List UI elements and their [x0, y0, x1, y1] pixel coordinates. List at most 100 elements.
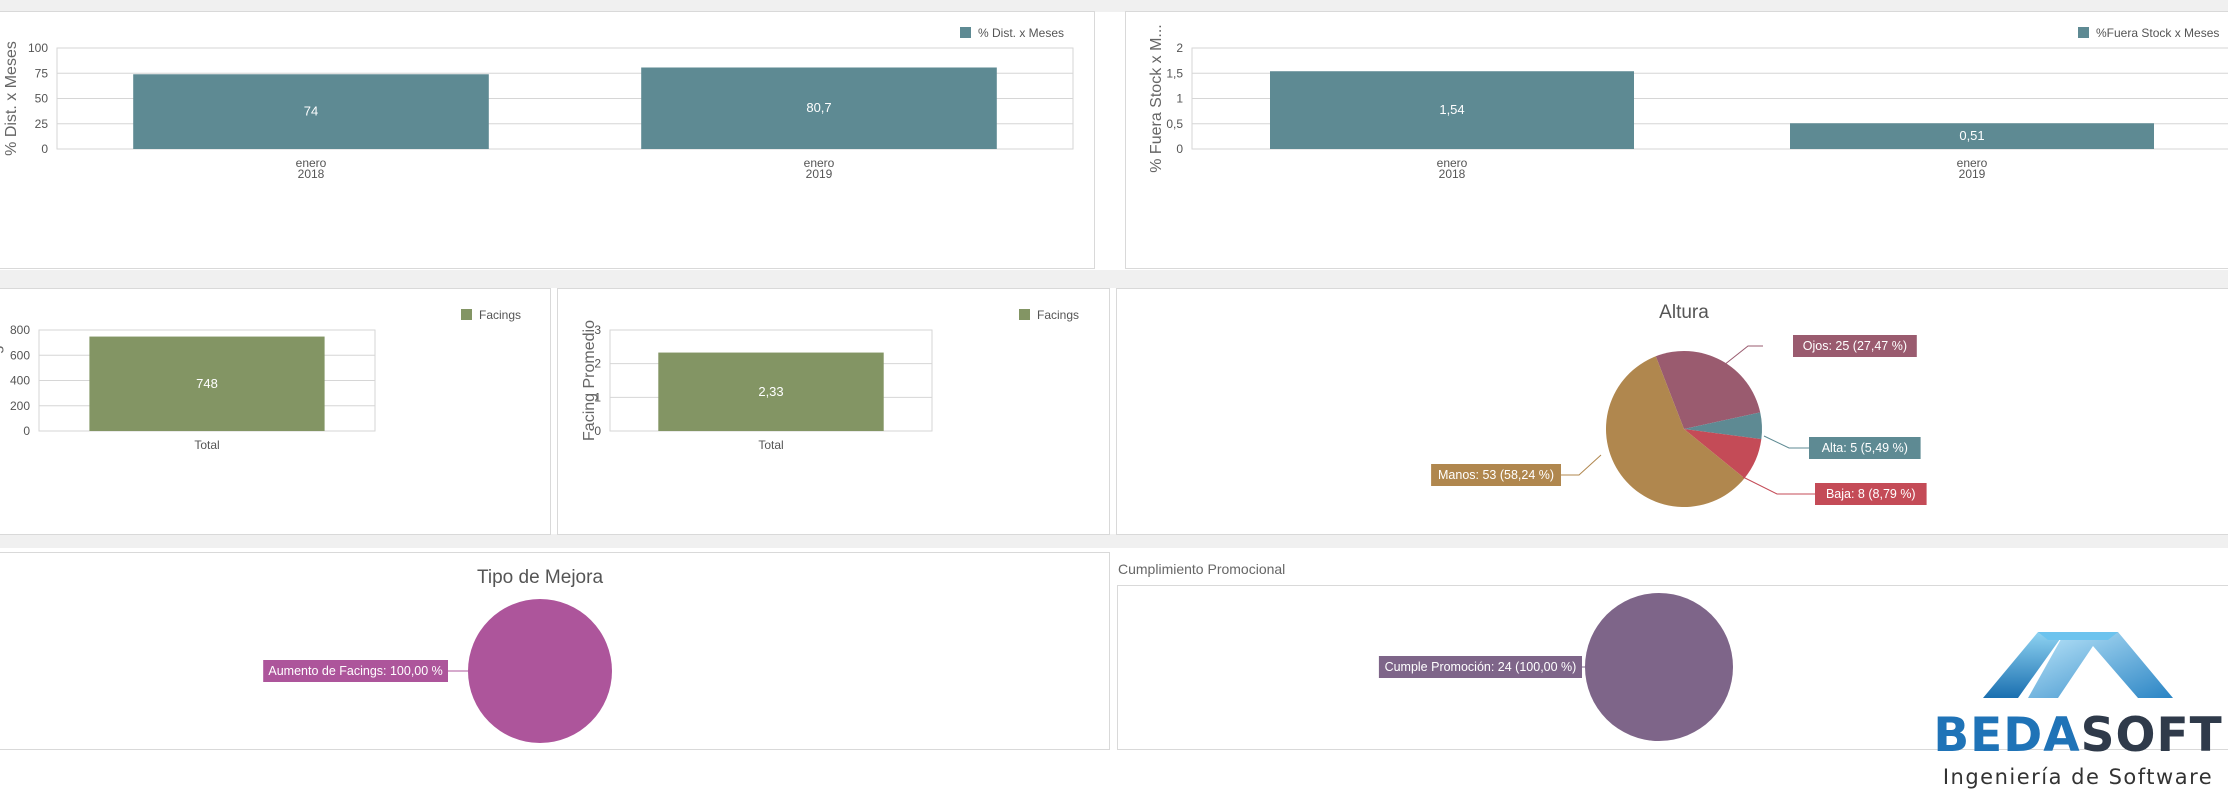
legend-label: % Dist. x Meses [978, 26, 1064, 40]
bar-value-label: 748 [196, 376, 218, 391]
plot-frame [1191, 47, 2228, 150]
y-tick-label: 3 [594, 323, 601, 337]
y-tick-label: 1 [594, 390, 601, 404]
legend-swatch [2078, 27, 2089, 38]
y-tick-label: 50 [35, 92, 49, 106]
promo-section-caption: Cumplimiento Promocional [1118, 561, 1286, 577]
bar-value-label: 74 [304, 104, 318, 119]
plot-frame [56, 47, 1074, 150]
pie-label-box [1815, 483, 1927, 505]
bar-value-label: 1,54 [1439, 102, 1464, 117]
pie-slice [1655, 351, 1761, 429]
y-tick-label: 2 [1176, 41, 1183, 55]
chart-altura: Altura Ojos: 25 (27,47 %) Alta: 5 (5,49 %)… [1431, 302, 1927, 507]
legend-label: Facings [1037, 308, 1079, 322]
chart-facing-prom: 0 1 2 3 2,33 Total Facing Promedio Facings [581, 308, 1079, 452]
pie-slice [1684, 412, 1762, 440]
y-tick-label: 0 [23, 424, 30, 438]
legend-swatch [960, 27, 971, 38]
pie-title: Altura [1659, 302, 1709, 323]
y-tick-label: 200 [10, 399, 30, 413]
pie-leader-line [1763, 435, 1809, 449]
legend-swatch [461, 309, 472, 320]
panel-facing-promedio: 0 1 2 3 2,33 Total Facing Promedio Facings [557, 288, 1110, 535]
bar [89, 336, 325, 431]
pie-label-box [263, 660, 448, 682]
x-category-label: 2019 [806, 167, 833, 181]
bar [1790, 123, 2154, 149]
bedasoft-logo: BEDASOFT Ingeniería de Software [1933, 628, 2223, 798]
logo-tagline: Ingeniería de Software [1942, 765, 2214, 789]
y-tick-label: 0 [1176, 142, 1183, 156]
pie-label-box [1793, 335, 1917, 357]
bar [1270, 71, 1634, 149]
x-category-label: 2019 [1959, 167, 1986, 181]
pie-label-box [1431, 464, 1561, 486]
pie-label-box [1809, 437, 1921, 459]
x-category-label: enero [804, 156, 835, 170]
pie-leader-line [1718, 345, 1763, 370]
x-category-label: enero [296, 156, 327, 170]
y-tick-label: 100 [28, 41, 48, 55]
bar-value-label: 80,7 [806, 100, 831, 115]
pie-leader-line [1742, 476, 1815, 495]
divider-band-row1 [0, 270, 2228, 288]
panel-altura: Altura Ojos: 25 (27,47 %) Alta: 5 (5,49 %)… [1116, 288, 2228, 535]
divider-band-row2 [0, 534, 2228, 548]
bar [641, 67, 997, 149]
pie-slice [1585, 593, 1733, 741]
y-axis-title: % Dist. x Meses [3, 41, 20, 156]
y-tick-label: 2 [594, 357, 601, 371]
pie-label-box [1378, 656, 1582, 678]
y-tick-label: 75 [35, 66, 49, 80]
legend-label: Facings [479, 308, 521, 322]
panel-cumplimiento-promocional: Cumple Promoción: 24 (100,00 %) [1117, 585, 2228, 750]
panel-facings: 0 200 400 600 800 748 Total N° Facing Facings [0, 288, 551, 535]
x-category-label: Total [758, 438, 783, 452]
panel-dist-x-meses: 0 25 50 75 100 74 enero 2018 80,7 enero 2019% Dist… [0, 11, 1095, 269]
bar-value-label: 0,51 [1959, 128, 1984, 143]
y-tick-label: 600 [10, 348, 30, 362]
pie-slice-label: Cumple Promoción: 24 (100,00 %) [1385, 660, 1577, 674]
pie-slice [1606, 356, 1745, 507]
logo-word-soft: SOFT [2080, 708, 2223, 763]
pie-slice-label: Ojos: 25 (27,47 %) [1803, 339, 1907, 353]
y-axis-title: Facing Promedio [581, 320, 598, 441]
logo-wordmark: BEDASOFT [1933, 708, 2223, 763]
y-tick-label: 1 [1176, 92, 1183, 106]
chart-mejora: Tipo de Mejora Aumento de Facings: 100,00… [263, 567, 612, 743]
y-tick-label: 400 [10, 374, 30, 388]
divider-band-top [0, 0, 2228, 12]
chart-promo: Cumple Promoción: 24 (100,00 %) [1378, 593, 1733, 741]
y-axis-title: % Fuera Stock x M... [1148, 24, 1165, 172]
panel-tipo-mejora: Tipo de Mejora Aumento de Facings: 100,00… [0, 552, 1110, 750]
pie-slice-label: Alta: 5 (5,49 %) [1822, 441, 1908, 455]
bar [133, 74, 489, 149]
y-tick-label: 0,5 [1166, 117, 1183, 131]
x-category-label: enero [1957, 156, 1988, 170]
legend-label: %Fuera Stock x Meses [2096, 26, 2219, 40]
pie-slice [1684, 429, 1762, 479]
pie-leader-line [1561, 454, 1602, 476]
pie-title: Tipo de Mejora [477, 567, 603, 588]
y-tick-label: 25 [35, 117, 49, 131]
panel-fuera-stock: 0 0,5 1 1,5 2 1,54 enero 2018 0,51 enero 2019% Fue… [1125, 11, 2228, 269]
x-category-label: enero [1437, 156, 1468, 170]
logo-word-beda: BEDA [1933, 708, 2081, 763]
pie-slice-label: Baja: 8 (8,79 %) [1826, 487, 1916, 501]
chart-facing: 0 200 400 600 800 748 Total N° Facing Facings [0, 308, 521, 452]
y-tick-label: 800 [10, 323, 30, 337]
bar-value-label: 2,33 [758, 384, 783, 399]
x-category-label: Total [194, 438, 219, 452]
y-tick-label: 0 [41, 142, 48, 156]
bar [658, 352, 884, 431]
y-tick-label: 0 [594, 424, 601, 438]
pie-slice-label: Aumento de Facings: 100,00 % [268, 664, 442, 678]
pie-slice-label: Manos: 53 (58,24 %) [1438, 468, 1554, 482]
pie-slice [468, 599, 612, 743]
y-tick-label: 1,5 [1166, 66, 1183, 80]
x-category-label: 2018 [298, 167, 325, 181]
legend-swatch [1019, 309, 1030, 320]
